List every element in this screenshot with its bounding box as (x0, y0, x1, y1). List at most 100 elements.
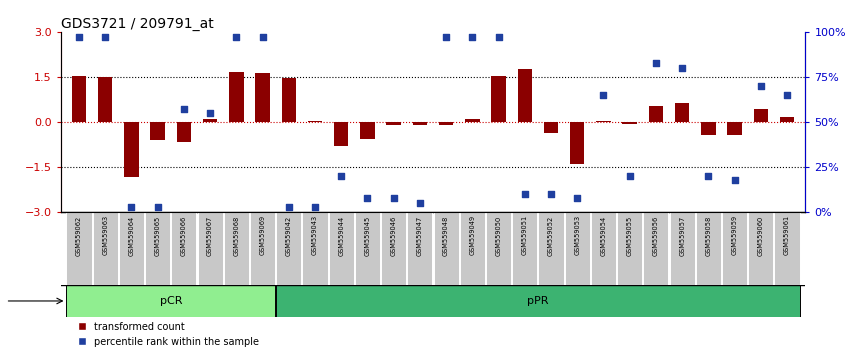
FancyBboxPatch shape (355, 212, 380, 285)
Bar (491, 76, 506, 122)
Point (360, 195, 374, 201)
Bar (623, 122, 637, 124)
Bar (151, 122, 165, 140)
Bar (386, 122, 401, 125)
Text: GSM559064: GSM559064 (128, 215, 134, 256)
Point (334, 173, 348, 179)
Text: GSM559042: GSM559042 (286, 215, 292, 256)
Text: GSM559069: GSM559069 (260, 215, 266, 255)
FancyBboxPatch shape (512, 212, 538, 285)
FancyBboxPatch shape (67, 212, 92, 285)
Text: GDS3721 / 209791_at: GDS3721 / 209791_at (61, 17, 213, 31)
FancyBboxPatch shape (276, 212, 301, 285)
FancyBboxPatch shape (695, 212, 721, 285)
FancyBboxPatch shape (302, 212, 327, 285)
Text: GSM559051: GSM559051 (522, 215, 527, 255)
Point (492, 34, 506, 40)
Bar (675, 103, 689, 122)
Text: GSM559043: GSM559043 (312, 215, 318, 255)
Text: GSM559048: GSM559048 (443, 215, 449, 256)
Bar (413, 122, 427, 125)
Bar (544, 122, 559, 133)
Bar (649, 105, 663, 122)
FancyBboxPatch shape (119, 212, 144, 285)
Point (701, 173, 715, 179)
Point (413, 200, 427, 206)
Text: GSM559063: GSM559063 (102, 215, 108, 255)
Text: GSM559068: GSM559068 (233, 215, 239, 256)
Text: GSM559066: GSM559066 (181, 215, 187, 256)
FancyBboxPatch shape (591, 212, 616, 285)
Text: GSM559060: GSM559060 (758, 215, 764, 256)
Point (255, 34, 269, 40)
Point (387, 195, 401, 201)
FancyBboxPatch shape (197, 212, 223, 285)
Text: GSM559065: GSM559065 (155, 215, 161, 256)
Text: pPR: pPR (527, 296, 549, 306)
FancyBboxPatch shape (93, 212, 118, 285)
Point (465, 34, 479, 40)
Bar (465, 119, 480, 122)
Text: GSM559057: GSM559057 (679, 215, 685, 256)
Text: GSM559045: GSM559045 (365, 215, 371, 256)
Text: GSM559054: GSM559054 (600, 215, 606, 256)
Text: GSM559059: GSM559059 (732, 215, 738, 255)
Point (675, 65, 689, 71)
Point (204, 110, 217, 116)
Text: GSM559055: GSM559055 (627, 215, 633, 256)
FancyBboxPatch shape (748, 212, 773, 285)
Bar (229, 73, 243, 122)
Bar (276, 285, 799, 318)
Point (518, 192, 532, 197)
Point (125, 204, 139, 210)
Point (308, 204, 322, 210)
Bar (701, 122, 715, 135)
Bar (124, 122, 139, 177)
Text: GSM559056: GSM559056 (653, 215, 659, 256)
Bar (518, 69, 532, 122)
FancyBboxPatch shape (145, 212, 171, 285)
FancyBboxPatch shape (460, 212, 485, 285)
FancyBboxPatch shape (328, 212, 354, 285)
Point (281, 204, 295, 210)
Text: GSM559062: GSM559062 (76, 215, 82, 256)
Point (623, 173, 637, 179)
Point (649, 60, 662, 65)
FancyBboxPatch shape (171, 212, 197, 285)
FancyBboxPatch shape (539, 212, 564, 285)
FancyBboxPatch shape (565, 212, 590, 285)
Bar (98, 77, 113, 122)
Text: GSM559044: GSM559044 (339, 215, 344, 256)
Bar (597, 121, 611, 122)
Bar (255, 73, 269, 122)
Text: GSM559067: GSM559067 (207, 215, 213, 256)
FancyBboxPatch shape (669, 212, 695, 285)
Bar (281, 78, 296, 122)
FancyBboxPatch shape (486, 212, 511, 285)
Text: GSM559050: GSM559050 (495, 215, 501, 256)
Point (754, 83, 768, 89)
Text: pCR: pCR (159, 296, 182, 306)
FancyBboxPatch shape (617, 212, 643, 285)
Point (727, 177, 741, 183)
Bar (727, 122, 742, 135)
Text: GSM559049: GSM559049 (469, 215, 475, 255)
Bar (72, 76, 87, 122)
Point (780, 92, 794, 98)
Bar (177, 122, 191, 142)
Point (544, 192, 558, 197)
Text: GSM559047: GSM559047 (417, 215, 423, 256)
Text: GSM559061: GSM559061 (784, 215, 790, 255)
FancyBboxPatch shape (407, 212, 432, 285)
Bar (570, 122, 585, 164)
Point (151, 204, 165, 210)
Point (72, 34, 86, 40)
FancyBboxPatch shape (250, 212, 275, 285)
Bar (360, 122, 375, 139)
FancyBboxPatch shape (643, 212, 669, 285)
Point (597, 92, 611, 98)
FancyBboxPatch shape (223, 212, 249, 285)
FancyBboxPatch shape (381, 212, 406, 285)
Text: GSM559052: GSM559052 (548, 215, 554, 256)
Point (571, 195, 585, 201)
